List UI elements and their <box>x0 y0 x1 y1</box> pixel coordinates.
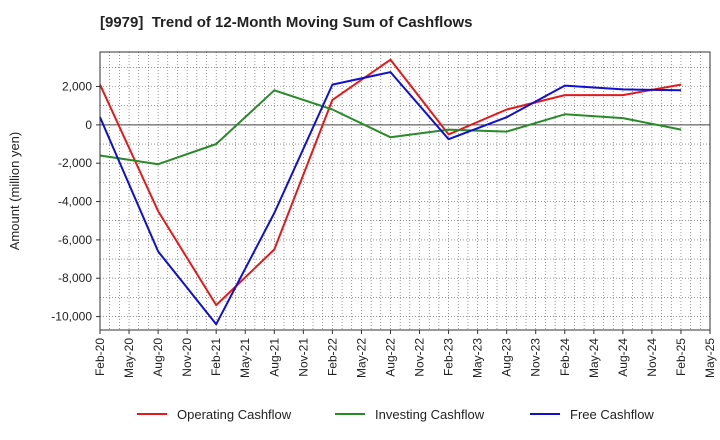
x-tick-label: Aug-21 <box>267 338 281 377</box>
x-tick-label: Feb-24 <box>558 338 572 376</box>
y-tick-label: 2,000 <box>62 80 92 94</box>
legend: Operating Cashflow Investing Cashflow Free… <box>137 407 654 422</box>
series-line-operating-cashflow <box>99 58 682 307</box>
x-tick-label: Feb-22 <box>325 338 339 376</box>
chart-title: [9979] Trend of 12-Month Moving Sum of C… <box>100 14 473 31</box>
y-tick-label: -2,000 <box>58 156 92 170</box>
x-tick-label: May-25 <box>703 338 717 378</box>
y-tick-label: 0 <box>85 118 92 132</box>
x-tick-label: Nov-21 <box>296 338 310 377</box>
grid <box>99 52 711 330</box>
x-tick-label: May-21 <box>238 338 252 378</box>
x-tick-label: Feb-23 <box>442 338 456 376</box>
legend-label: Investing Cashflow <box>375 407 485 422</box>
x-tick-label: Aug-20 <box>151 338 165 377</box>
y-axis-ticks: 2,000 0 -2,000 -4,000 -6,000 -8,000 -10,000 <box>51 80 100 324</box>
y-axis-label: Amount (million yen) <box>7 132 22 251</box>
series-line-free-cashflow <box>99 71 682 326</box>
x-tick-label: Nov-20 <box>180 338 194 377</box>
x-tick-label: May-22 <box>354 338 368 378</box>
x-tick-label: Aug-22 <box>383 338 397 377</box>
y-tick-label: -6,000 <box>58 233 92 247</box>
x-tick-label: May-20 <box>122 338 136 378</box>
y-tick-label: -4,000 <box>58 195 92 209</box>
x-tick-label: Nov-22 <box>413 338 427 377</box>
series-lines <box>99 58 682 326</box>
x-tick-label: Nov-23 <box>529 338 543 377</box>
x-axis-ticks: Feb-20 May-20 Aug-20 Nov-20 Feb-21 May-21 Aug-… <box>93 330 717 378</box>
y-tick-label: -10,000 <box>51 310 92 324</box>
series-line-investing-cashflow <box>99 89 682 166</box>
x-tick-label: Aug-24 <box>616 338 630 377</box>
x-tick-label: Nov-24 <box>645 338 659 377</box>
x-tick-label: Aug-23 <box>500 338 514 377</box>
x-tick-label: Feb-21 <box>209 338 223 376</box>
x-tick-label: Feb-25 <box>674 338 688 376</box>
legend-label: Free Cashflow <box>570 407 654 422</box>
x-tick-label: May-23 <box>471 338 485 378</box>
x-tick-label: Feb-20 <box>93 338 107 376</box>
legend-label: Operating Cashflow <box>177 407 292 422</box>
x-tick-label: May-24 <box>587 338 601 378</box>
y-tick-label: -8,000 <box>58 271 92 285</box>
plot-frame <box>99 51 711 331</box>
